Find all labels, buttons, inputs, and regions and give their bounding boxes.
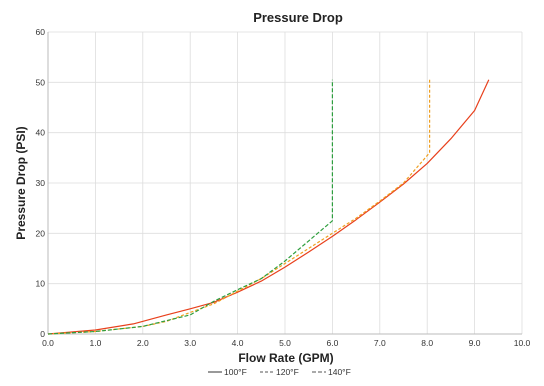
y-tick-label: 60 xyxy=(36,27,46,37)
series-line-0 xyxy=(47,79,490,335)
y-tick-label: 30 xyxy=(36,178,46,188)
legend: 100°F 120°F 140°F xyxy=(208,367,351,377)
x-tick-label: 7.0 xyxy=(374,338,386,348)
y-tick-label: 10 xyxy=(36,279,46,289)
series-lines xyxy=(47,79,490,335)
x-tick-label: 5.0 xyxy=(279,338,291,348)
y-axis-label: Pressure Drop (PSI) xyxy=(14,126,28,239)
tick-labels: 0.0 1.0 2.0 3.0 4.0 5.0 6.0 7.0 8.0 9.0 10.0 0 10 20 3… xyxy=(36,27,531,348)
x-tick-label: 3.0 xyxy=(184,338,196,348)
x-tick-label: 6.0 xyxy=(326,338,338,348)
y-tick-label: 20 xyxy=(36,228,46,238)
y-tick-label: 0 xyxy=(40,329,45,339)
x-tick-label: 10.0 xyxy=(514,338,531,348)
x-tick-label: 2.0 xyxy=(137,338,149,348)
legend-label: 140°F xyxy=(328,367,351,377)
legend-label: 120°F xyxy=(276,367,299,377)
x-tick-label: 9.0 xyxy=(469,338,481,348)
legend-label: 100°F xyxy=(224,367,247,377)
y-tick-label: 50 xyxy=(36,77,46,87)
x-tick-label: 1.0 xyxy=(89,338,101,348)
chart-title: Pressure Drop xyxy=(253,10,343,25)
series-line-2 xyxy=(47,79,333,335)
x-tick-label: 0.0 xyxy=(42,338,54,348)
x-tick-label: 8.0 xyxy=(421,338,433,348)
y-tick-label: 40 xyxy=(36,128,46,138)
x-tick-label: 4.0 xyxy=(232,338,244,348)
x-axis-label: Flow Rate (GPM) xyxy=(238,351,333,365)
axes xyxy=(47,32,522,335)
grid xyxy=(48,31,523,334)
series-line-1 xyxy=(47,79,431,335)
